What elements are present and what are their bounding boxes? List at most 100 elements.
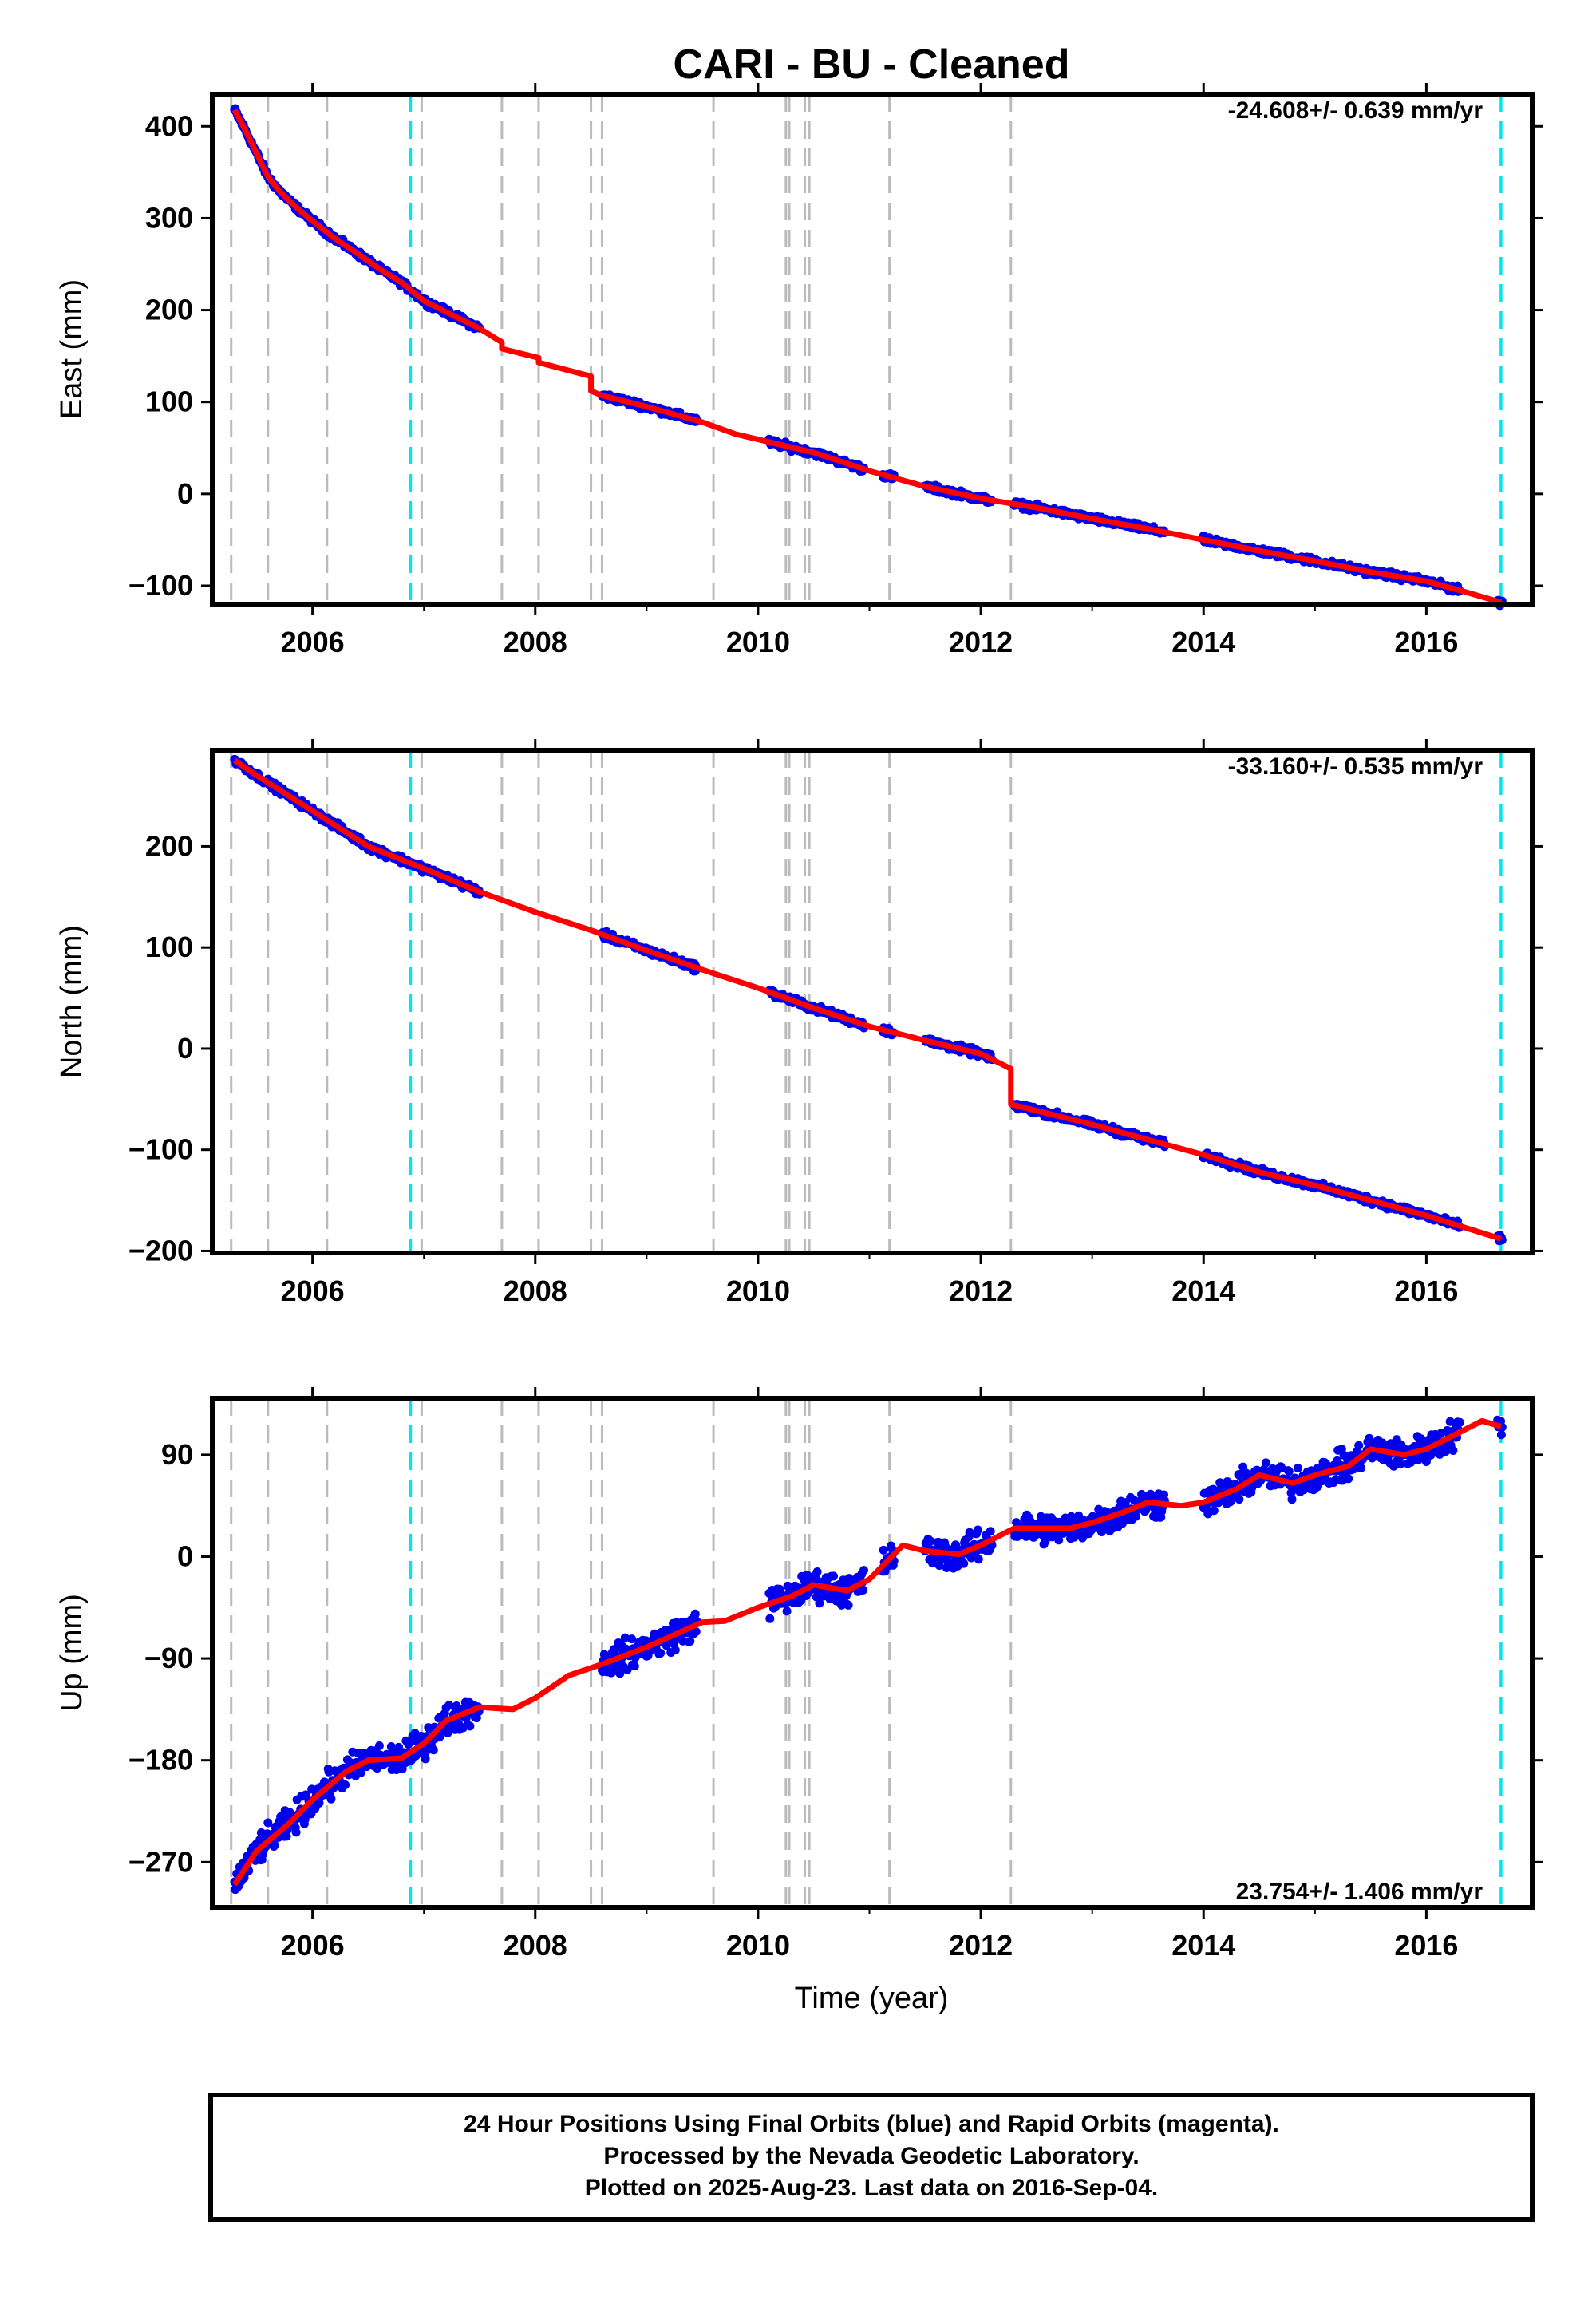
x-tick-label: 2016 [1394,626,1458,658]
data-point [815,1599,824,1608]
footer-line-2: Processed by the Nevada Geodetic Laborat… [603,2143,1139,2169]
x-tick-label: 2010 [726,1275,790,1307]
data-point [1131,1512,1140,1521]
rate-label: -24.608+/- 0.639 mm/yr [1228,97,1483,124]
x-axis-label: Time (year) [795,1982,949,2015]
data-point [610,1645,619,1654]
y-tick-label: −100 [128,1133,193,1166]
data-point [802,1570,812,1579]
x-tick-label: 2016 [1394,1275,1458,1307]
x-tick-label: 2008 [504,626,567,658]
data-point [627,1634,637,1644]
data-point [291,1828,301,1837]
data-point [374,1741,384,1750]
data-point [829,1571,838,1581]
y-axis-label: East (mm) [55,279,89,419]
x-tick-label: 2012 [949,626,1013,658]
data-point [1344,1474,1353,1484]
panel-up: 90 0 −90 −180 −270 2006 2008 2010 2012 2014 2016 Up… [55,1387,1543,1962]
data-point [1445,1417,1455,1426]
data-point [859,1566,868,1575]
data-point [959,1559,969,1568]
x-tick-label: 2014 [1171,626,1235,658]
data-point [859,1585,868,1595]
data-point [1448,1446,1458,1455]
y-tick-label: 200 [145,294,193,326]
x-tick-label: 2006 [281,1275,345,1307]
data-point [620,1633,630,1642]
data-point [300,1815,310,1824]
data-point [1284,1467,1294,1476]
y-tick-label: 400 [145,109,193,142]
data-point [1354,1441,1364,1450]
data-point [341,1780,350,1789]
x-tick-label: 2008 [504,1929,567,1962]
y-axis-label: Up (mm) [55,1594,89,1712]
y-tick-label: 100 [145,931,193,963]
footer-line-3: Plotted on 2025-Aug-23. Last data on 201… [585,2175,1159,2201]
data-point [690,1609,700,1618]
model-line [232,757,1502,1242]
data-point [974,1555,983,1564]
y-tick-label: −100 [128,569,193,602]
data-point [879,1545,888,1555]
y-axis-label: North (mm) [55,925,89,1078]
panel-north: 200 100 0 −100 −200 2006 2008 2010 2012 2014 2016 N… [55,739,1543,1307]
footer-border [208,2093,1535,2222]
x-tick-label: 2016 [1394,1929,1458,1962]
data-point [421,1754,430,1764]
data-point [670,1646,680,1655]
footer-line-1: 24 Hour Positions Using Final Orbits (bl… [464,2111,1279,2137]
rate-label: -33.160+/- 0.535 mm/yr [1228,753,1483,780]
x-tick-label: 2014 [1171,1929,1235,1962]
data-point [615,1669,625,1678]
data-point [1293,1464,1302,1473]
data-point [1287,1495,1297,1504]
data-point [685,1637,695,1646]
y-tick-label: 90 [161,1438,193,1471]
panel-frame [210,748,1535,1255]
data-point [1235,1495,1244,1504]
x-tick-label: 2012 [949,1929,1013,1962]
data-point [1357,1463,1365,1472]
x-tick-label: 2012 [949,1275,1013,1307]
y-tick-label: 100 [145,385,193,418]
y-tick-label: −180 [128,1744,193,1777]
data-point [607,1668,617,1678]
panels: 400 300 200 100 0 −100 2006 2008 2010 2012 2014 201… [55,83,1543,1962]
y-tick-label: 0 [177,1539,193,1572]
model-line [231,1417,1502,1887]
data-point [1041,1537,1050,1546]
data-point [1261,1458,1270,1468]
x-tick-label: 2006 [281,1929,345,1962]
data-point [1277,1464,1286,1473]
data-point [630,1662,639,1671]
data-point [1396,1460,1405,1469]
y-tick-label: 0 [177,1032,193,1065]
data-point [444,1701,454,1710]
data-point [1209,1506,1219,1516]
x-tick-label: 2006 [281,626,345,658]
data-point [965,1528,974,1537]
y-tick-label: −270 [128,1845,193,1878]
data-point [1455,1417,1464,1427]
model-line [231,108,1502,606]
panel-frame [210,92,1535,607]
footer-box: 24 Hour Positions Using Final Orbits (bl… [208,2093,1535,2222]
x-tick-label: 2010 [726,1929,790,1962]
x-tick-label: 2010 [726,626,790,658]
data-point [986,1527,995,1536]
data-point [973,1525,982,1535]
y-tick-label: −90 [144,1642,193,1674]
data-point [811,1575,820,1583]
x-tick-label: 2014 [1171,1275,1235,1307]
data-point [782,1607,792,1616]
data-point [326,1794,336,1804]
data-point [356,1768,365,1777]
data-point [1496,1430,1506,1440]
panel-frame [210,1396,1535,1910]
data-point [812,1567,822,1576]
panel-east: 400 300 200 100 0 −100 2006 2008 2010 2012 2014 201… [55,83,1543,658]
chart-title: CARI - BU - Cleaned [674,41,1070,88]
